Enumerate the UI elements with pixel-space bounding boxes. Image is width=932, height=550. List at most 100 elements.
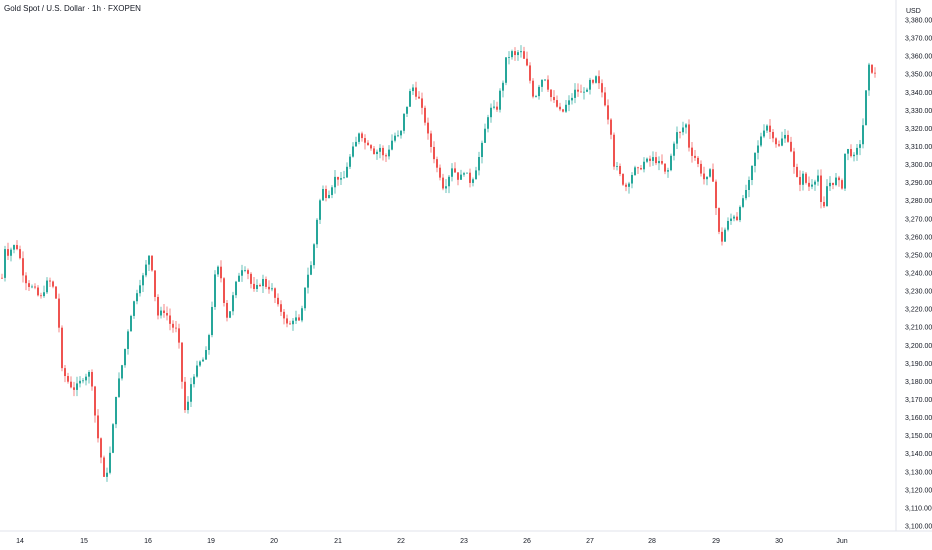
candle-down (523, 51, 525, 59)
candle-down (700, 163, 702, 174)
time-tick-label: 23 (460, 538, 468, 545)
candle-up (751, 165, 753, 180)
candle-up (652, 157, 654, 161)
candle-up (43, 292, 45, 297)
candle-down (820, 175, 822, 202)
candle-up (376, 151, 378, 155)
candle-up (760, 136, 762, 146)
candle-up (130, 315, 132, 332)
candle-up (352, 146, 354, 157)
price-tick-label: 3,280.00 (905, 198, 932, 205)
candle-up (490, 107, 492, 118)
candle-down (649, 158, 651, 161)
candle-up (124, 348, 126, 366)
price-tick-label: 3,240.00 (905, 271, 932, 278)
candle-up (595, 76, 597, 83)
candle-down (454, 168, 456, 173)
candle-down (220, 266, 222, 279)
candle-down (832, 182, 834, 185)
candle-down (247, 270, 249, 274)
candles-layer (1, 45, 876, 482)
candle-down (526, 58, 528, 66)
candle-down (19, 249, 21, 259)
price-tick-label: 3,130.00 (905, 469, 932, 476)
currency-label: USD (906, 8, 921, 15)
candle-down (610, 119, 612, 135)
candle-down (613, 134, 615, 167)
candle-down (457, 172, 459, 180)
candle-up (331, 187, 333, 195)
candle-down (337, 176, 339, 180)
candle-up (379, 147, 381, 152)
candle-down (415, 87, 417, 97)
candle-down (16, 245, 18, 250)
candle-down (688, 124, 690, 148)
candle-down (769, 125, 771, 132)
candle-up (334, 176, 336, 188)
candle-down (280, 304, 282, 312)
candle-up (763, 130, 765, 137)
candle-down (385, 155, 387, 157)
price-tick-label: 3,300.00 (905, 162, 932, 169)
candle-up (262, 279, 264, 287)
candle-up (742, 198, 744, 207)
candle-up (118, 378, 120, 397)
candle-down (157, 296, 159, 316)
candle-down (823, 201, 825, 207)
price-tick-label: 3,100.00 (905, 524, 932, 531)
candle-down (61, 327, 63, 369)
candle-up (541, 79, 543, 87)
candle-up (511, 51, 513, 58)
candle-up (565, 104, 567, 112)
candle-down (619, 166, 621, 174)
candle-down (580, 91, 582, 93)
candle-up (856, 147, 858, 155)
candle-up (463, 173, 465, 175)
candle-up (706, 176, 708, 180)
candle-up (400, 130, 402, 136)
time-tick-label: 22 (397, 538, 405, 545)
candle-up (544, 79, 546, 81)
candle-down (52, 281, 54, 287)
candle-down (703, 173, 705, 180)
candle-down (625, 184, 627, 187)
candle-up (319, 200, 321, 220)
candle-down (286, 318, 288, 324)
candle-up (211, 306, 213, 336)
candle-up (409, 91, 411, 107)
candle-up (814, 181, 816, 185)
candle-up (235, 281, 237, 296)
time-axis[interactable]: 14 15 16 19 20 21 22 23 26 27 28 29 30 Jun (16, 538, 848, 545)
candle-down (796, 166, 798, 177)
candle-down (439, 167, 441, 178)
candle-up (229, 311, 231, 318)
candle-down (496, 106, 498, 110)
candle-up (748, 179, 750, 191)
candle-down (871, 64, 873, 73)
price-axis[interactable]: 3,100.00 3,110.00 3,120.00 3,130.00 3,140.00… (905, 18, 932, 531)
candle-down (550, 89, 552, 98)
price-tick-label: 3,180.00 (905, 379, 932, 386)
candle-up (256, 285, 258, 289)
candle-down (67, 376, 69, 382)
candle-up (136, 293, 138, 302)
time-tick-label: 29 (712, 538, 720, 545)
candle-down (775, 138, 777, 145)
candle-up (82, 380, 84, 382)
candle-down (655, 157, 657, 164)
candle-up (208, 335, 210, 351)
candle-up (538, 86, 540, 97)
price-tick-label: 3,110.00 (905, 505, 932, 512)
candle-down (154, 270, 156, 297)
candle-down (736, 216, 738, 221)
candle-up (847, 149, 849, 154)
candle-down (772, 131, 774, 139)
candle-down (166, 313, 168, 316)
candle-up (4, 249, 6, 278)
candle-up (310, 265, 312, 275)
candle-up (139, 285, 141, 294)
candle-up (406, 106, 408, 114)
candle-up (844, 153, 846, 189)
price-tick-label: 3,190.00 (905, 361, 932, 368)
